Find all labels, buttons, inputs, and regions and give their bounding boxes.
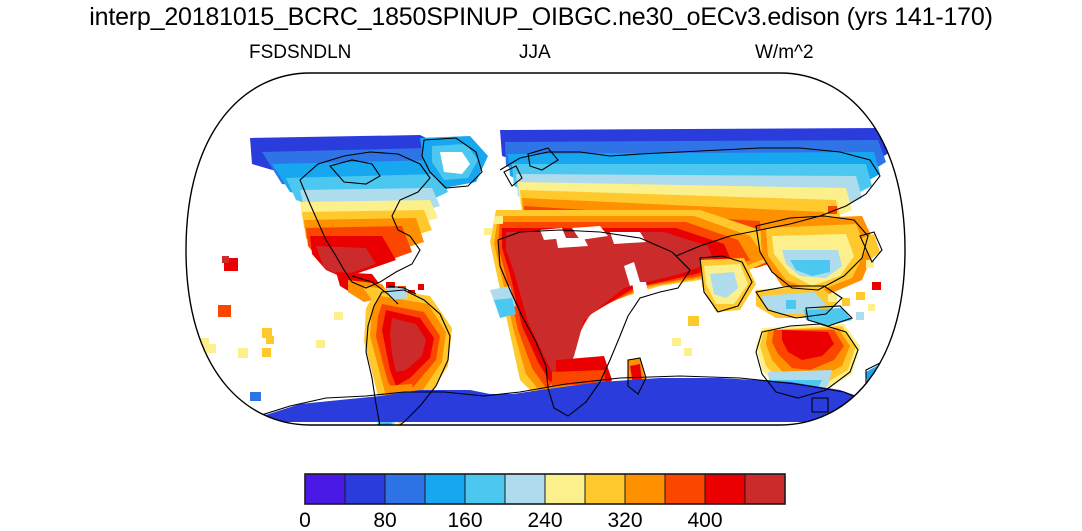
colorbar-swatch	[624, 473, 666, 505]
colorbar-tick-label: 160	[447, 509, 482, 531]
units-label: W/m^2	[755, 42, 814, 63]
region-antarctica	[250, 378, 890, 422]
colorbar-tick-label: 0	[299, 509, 311, 531]
colorbar-swatch	[704, 473, 746, 505]
colorbar-tick-label: 80	[373, 509, 396, 531]
colorbar-swatch	[584, 473, 626, 505]
colorbar-swatch	[424, 473, 466, 505]
colorbar-panel: 0 80 160 240 320 400	[0, 468, 1082, 531]
colorbar: 0 80 160 240 320 400	[299, 473, 786, 531]
coastlines	[251, 137, 901, 425]
variable-label: FSDSNDLN	[249, 42, 352, 63]
map-data-layer	[186, 73, 905, 425]
season-label: JJA	[519, 42, 551, 63]
colorbar-tick-label: 240	[527, 509, 562, 531]
colorbar-border	[304, 473, 786, 505]
world-map	[185, 72, 906, 426]
map-panel	[0, 60, 1082, 455]
figure-title: interp_20181015_BCRC_1850SPINUP_OIBGC.ne…	[89, 3, 993, 31]
colorbar-swatch	[544, 473, 586, 505]
colorbar-swatch	[744, 473, 786, 505]
colorbar-swatch	[464, 473, 506, 505]
colorbar-swatch	[344, 473, 386, 505]
region-east-asia	[760, 216, 880, 298]
colorbar-swatch	[304, 473, 346, 505]
colorbar-tick-labels: 0 80 160 240 320 400	[299, 509, 722, 531]
map-frame	[185, 72, 906, 426]
colorbar-tick-label: 320	[607, 509, 642, 531]
colorbar-swatch	[664, 473, 706, 505]
colorbar-tick-label: 400	[687, 509, 722, 531]
colorbar-swatch	[384, 473, 426, 505]
region-south-america	[364, 288, 452, 425]
colorbar-swatch	[504, 473, 546, 505]
colorbar-swatches	[304, 473, 786, 505]
island-cells	[196, 206, 881, 401]
region-north-america	[250, 135, 488, 306]
